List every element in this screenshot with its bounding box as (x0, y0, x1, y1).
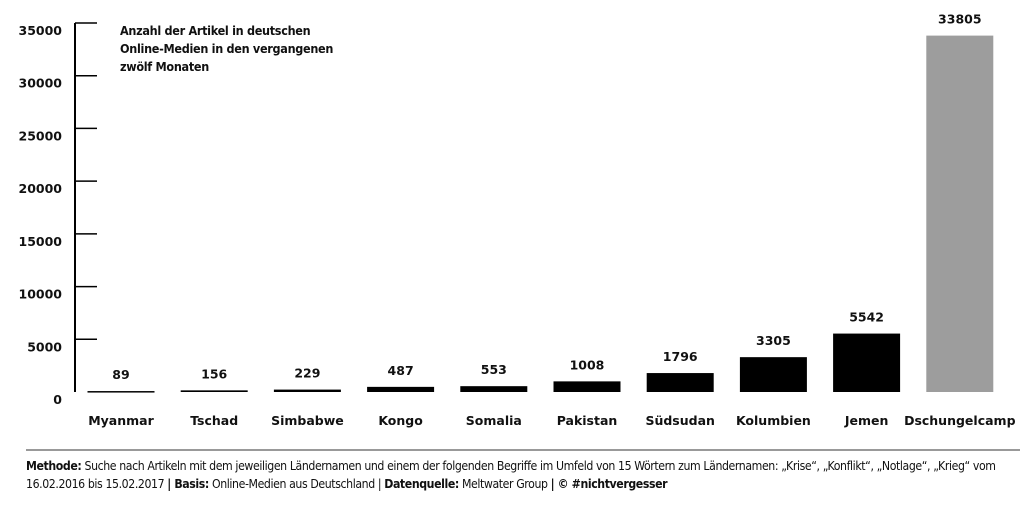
bar (460, 386, 528, 392)
y-tick-label: 10000 (19, 287, 63, 302)
bar (833, 333, 901, 392)
x-tick-label: Somalia (466, 413, 522, 428)
x-tick-label: Kolumbien (736, 413, 811, 428)
bar (87, 391, 155, 393)
x-tick-label: Südsudan (645, 413, 714, 428)
methode-text: Suche nach Artikeln mit dem jeweiligen L… (26, 459, 996, 491)
x-tick-label: Jemen (844, 413, 889, 428)
y-tick-label: 5000 (27, 339, 62, 354)
data-label: 33805 (938, 12, 982, 27)
bar (739, 357, 807, 392)
bar (926, 35, 994, 392)
y-tick-label: 0 (53, 392, 62, 407)
separator: | (167, 477, 175, 491)
y-tick-label: 15000 (19, 234, 63, 249)
bar (553, 381, 621, 392)
y-tick-label: 35000 (19, 23, 63, 38)
data-label: 487 (388, 363, 414, 378)
footer-divider (26, 449, 1020, 451)
data-label: 1796 (663, 349, 698, 364)
footer-note: Methode: Suche nach Artikeln mit dem jew… (26, 457, 1016, 493)
methode-label: Methode: (26, 459, 82, 473)
data-label: 5542 (849, 310, 884, 325)
x-tick-label: Tschad (190, 413, 238, 428)
x-tick-label: Dschungelcamp (904, 413, 1016, 428)
quelle-text: Meltwater Group (458, 477, 551, 491)
data-label: 229 (294, 366, 320, 381)
data-label: 553 (481, 362, 507, 377)
bar (180, 390, 248, 392)
bar (273, 389, 341, 392)
title-line: Anzahl der Artikel in deutschen (120, 23, 311, 38)
quelle-label: Datenquelle: (384, 477, 459, 491)
y-tick-label: 30000 (19, 76, 63, 91)
title-line: zwölf Monaten (120, 59, 209, 74)
data-label: 156 (201, 366, 227, 381)
x-tick-label: Pakistan (557, 413, 618, 428)
title-line: Online-Medien in den vergangenen (120, 41, 334, 56)
bar (646, 373, 714, 392)
x-tick-label: Simbabwe (271, 413, 344, 428)
basis-label: Basis: (174, 477, 209, 491)
copyright: | © #nichtvergesser (550, 477, 668, 491)
x-tick-label: Kongo (378, 413, 423, 428)
y-tick-label: 20000 (19, 181, 63, 196)
bar (367, 386, 435, 392)
data-label: 89 (112, 367, 129, 382)
bar-chart: 0 5000 10000 15000 20000 25000 30000 35000 89 Mya… (19, 12, 1016, 428)
y-tick-label: 25000 (19, 128, 63, 143)
chart-title: Anzahl der Artikel in deutschen Online-M… (120, 22, 333, 76)
data-label: 1008 (570, 357, 605, 372)
basis-text: Online-Medien aus Deutschland | (208, 477, 385, 491)
x-tick-label: Myanmar (88, 413, 154, 428)
data-label: 3305 (756, 333, 791, 348)
